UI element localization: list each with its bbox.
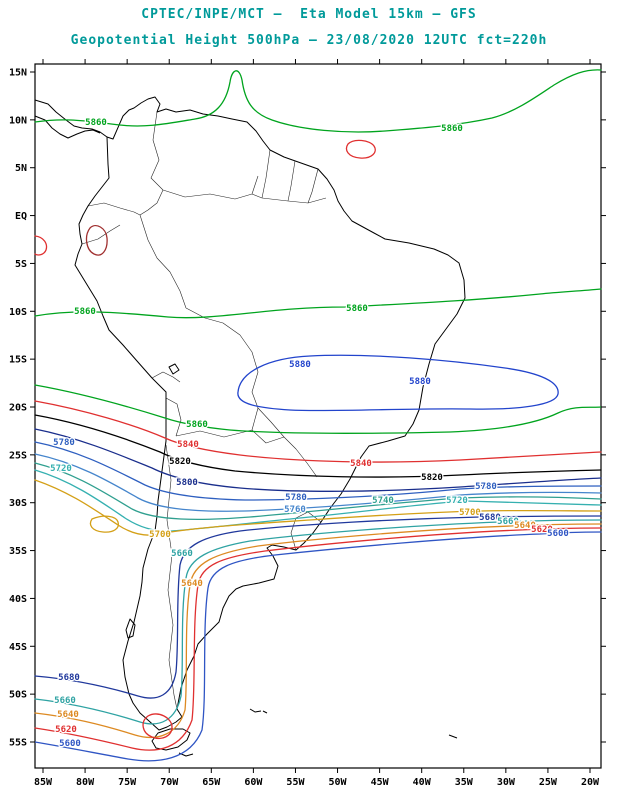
contour-5700-closed-low xyxy=(89,515,120,533)
contour-label-5860: 5860 xyxy=(74,307,96,317)
contour-5620 xyxy=(34,527,602,751)
contour-5680 xyxy=(34,515,602,699)
contour-5780 xyxy=(34,441,602,501)
contour-5660 xyxy=(34,519,602,725)
contour-5860-north xyxy=(34,69,602,133)
contour-label-5700: 5700 xyxy=(149,530,171,540)
contour-label-5820: 5820 xyxy=(421,473,443,483)
contour-5860-south xyxy=(34,384,602,434)
contour-label-5640: 5640 xyxy=(514,521,536,531)
lat-tick-label: 15N xyxy=(9,68,27,79)
contour-label-5860: 5860 xyxy=(85,118,107,128)
contour-5880-ridge xyxy=(237,354,559,412)
contour-label-5860: 5860 xyxy=(186,420,208,430)
contour-5720 xyxy=(34,469,602,532)
contour-label-5840: 5840 xyxy=(350,459,372,469)
lat-tick-label: 45S xyxy=(9,642,27,653)
contour-label-5860: 5860 xyxy=(441,124,463,134)
title-line-1: CPTEC/INPE/MCT — Eta Model 15km — GFS xyxy=(141,7,477,22)
lat-tick-label: 15S xyxy=(9,355,27,366)
lat-tick-label: 25S xyxy=(9,450,27,461)
contour-label-5600: 5600 xyxy=(547,529,569,539)
contour-label-5780: 5780 xyxy=(285,493,307,503)
contour-label-5760: 5760 xyxy=(284,505,306,515)
lat-tick-label: 5S xyxy=(15,259,27,270)
contour-labels: 5860 5860 5860 5860 5880 5880 5860 5840 5840 5820… xyxy=(49,117,570,751)
contour-label-5780: 5780 xyxy=(53,438,75,448)
contour-5800 xyxy=(34,428,602,492)
lat-tick-label: 10S xyxy=(9,307,27,318)
contour-label-5620: 5620 xyxy=(55,725,77,735)
contour-closed-west-edge xyxy=(34,235,48,256)
lon-tick-label: 85W xyxy=(34,777,53,788)
contour-5600 xyxy=(34,531,602,762)
lat-tick-label: 20S xyxy=(9,402,27,413)
lon-tick-label: 25W xyxy=(539,777,558,788)
contour-closed-north-2 xyxy=(85,224,108,256)
contour-label-5740: 5740 xyxy=(372,496,394,506)
lon-tick-label: 75W xyxy=(118,777,137,788)
contour-closed-north-1 xyxy=(345,139,376,159)
lat-tick-label: EQ xyxy=(15,211,27,222)
lon-tick-label: 40W xyxy=(413,777,432,788)
axis-ticks xyxy=(30,59,606,773)
lat-tick-label: 55S xyxy=(9,737,27,748)
contour-label-5640: 5640 xyxy=(181,579,203,589)
contour-label-5840: 5840 xyxy=(177,440,199,450)
lon-tick-label: 55W xyxy=(286,777,305,788)
plot-frame xyxy=(34,63,602,769)
contour-label-5800: 5800 xyxy=(176,478,198,488)
lat-tick-label: 35S xyxy=(9,546,27,557)
lon-tick-label: 65W xyxy=(202,777,221,788)
title-line-2: Geopotential Height 500hPa — 23/08/2020 … xyxy=(70,33,548,48)
coastline-central-america xyxy=(34,99,108,139)
contour-label-5660: 5660 xyxy=(54,696,76,706)
contour-label-5780: 5780 xyxy=(475,482,497,492)
lat-tick-label: 40S xyxy=(9,594,27,605)
contour-5620-hook xyxy=(142,713,173,740)
contour-5860-mid xyxy=(34,288,602,319)
coastline-islands xyxy=(125,363,458,757)
contour-5820 xyxy=(34,414,602,478)
contour-label-5640: 5640 xyxy=(57,710,79,720)
contour-5760 xyxy=(34,453,602,512)
contour-label-5680: 5680 xyxy=(58,673,80,683)
contour-label-5720: 5720 xyxy=(446,496,468,506)
contour-label-5880: 5880 xyxy=(289,360,311,370)
lat-tick-label: 30S xyxy=(9,498,27,509)
map-geography xyxy=(34,96,466,757)
contour-label-5660: 5660 xyxy=(171,549,193,559)
lon-tick-label: 30W xyxy=(497,777,516,788)
contour-label-5660: 5660 xyxy=(497,517,519,527)
contour-5740 xyxy=(34,462,602,521)
contour-label-5820: 5820 xyxy=(169,457,191,467)
contour-label-5680: 5680 xyxy=(479,513,501,523)
lon-tick-label: 70W xyxy=(160,777,179,788)
lon-tick-label: 20W xyxy=(581,777,600,788)
lon-tick-label: 60W xyxy=(244,777,263,788)
contour-label-5860: 5860 xyxy=(346,304,368,314)
axis-labels: 15N 10N 5N EQ 5S 10S 15S 20S 25S 30S 35S 40S 45S 50S 5… xyxy=(9,68,600,789)
contour-label-5720: 5720 xyxy=(50,464,72,474)
contour-label-5620: 5620 xyxy=(531,525,553,535)
contour-lines xyxy=(34,69,602,762)
lat-tick-label: 5N xyxy=(15,163,27,174)
contour-5840 xyxy=(34,400,602,463)
coastline-south-america xyxy=(74,96,466,731)
contour-label-5600: 5600 xyxy=(59,739,81,749)
contour-label-5700: 5700 xyxy=(459,508,481,518)
lon-tick-label: 45W xyxy=(371,777,390,788)
lon-tick-label: 50W xyxy=(329,777,348,788)
contour-label-5880: 5880 xyxy=(409,377,431,387)
contour-5640 xyxy=(34,523,602,739)
lon-tick-label: 80W xyxy=(76,777,95,788)
lon-tick-label: 35W xyxy=(455,777,474,788)
lat-tick-label: 10N xyxy=(9,115,27,126)
lat-tick-label: 50S xyxy=(9,690,27,701)
